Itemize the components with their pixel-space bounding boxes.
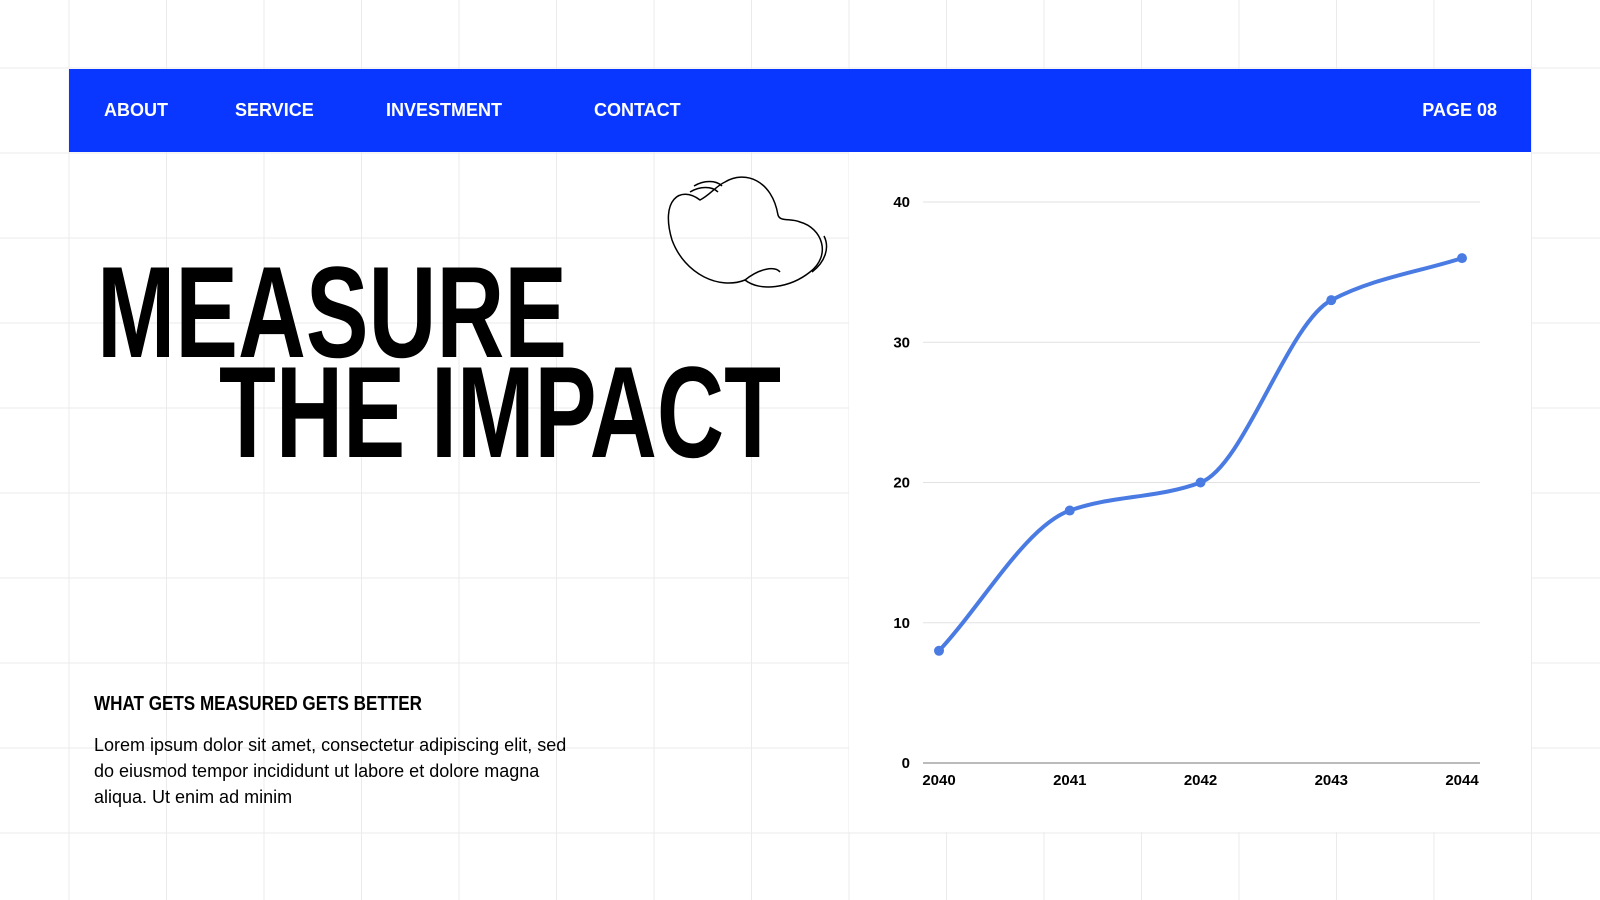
y-tick-label: 0 (902, 755, 910, 772)
doodle (667, 176, 828, 288)
y-tick-label: 30 (893, 334, 910, 351)
x-tick-label: 2043 (1315, 772, 1348, 789)
data-point (1457, 253, 1467, 264)
chart-panel (849, 152, 1531, 832)
y-tick-label: 10 (893, 615, 910, 632)
body-line: aliqua. Ut enim ad minim (94, 787, 292, 807)
data-point (1064, 505, 1075, 516)
x-tick-label: 2040 (922, 772, 955, 789)
section-heading: WHAT GETS MEASURED GETS BETTER (94, 693, 422, 715)
x-tick-label: 2044 (1445, 772, 1479, 789)
x-tick-label: 2042 (1184, 772, 1217, 789)
hero-line: THE IMPACT (219, 339, 781, 485)
data-point (1326, 295, 1337, 306)
nav-bar (69, 69, 1531, 152)
y-tick-label: 20 (893, 475, 910, 492)
nav-contact[interactable]: CONTACT (594, 100, 681, 120)
nav-service[interactable]: SERVICE (235, 100, 314, 120)
nav-investment[interactable]: INVESTMENT (386, 100, 502, 120)
x-tick-label: 2041 (1053, 772, 1086, 789)
body-line: do eiusmod tempor incididunt ut labore e… (94, 761, 540, 781)
line-chart: 0 10 20 30 40 2040 2041 2042 2043 2044 (893, 194, 1480, 789)
hero-line: MEASURE (97, 239, 567, 385)
y-tick-label: 40 (893, 194, 910, 211)
nav-about[interactable]: ABOUT (104, 100, 168, 120)
data-point (1195, 477, 1206, 488)
page-number: PAGE 08 (1422, 100, 1497, 120)
body-line: Lorem ipsum dolor sit amet, consectetur … (94, 735, 566, 755)
data-point (934, 645, 944, 656)
